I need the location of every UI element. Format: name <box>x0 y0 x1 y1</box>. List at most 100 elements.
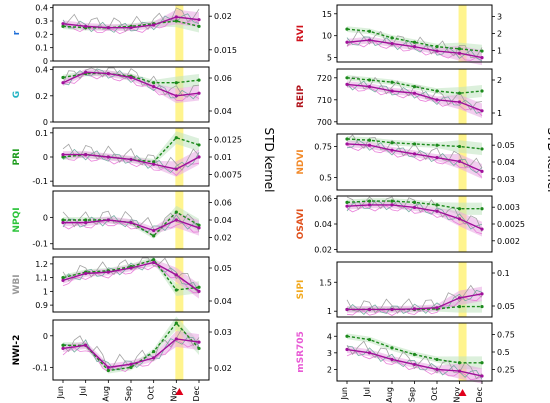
y2-tick-label: 0.04 <box>497 158 515 167</box>
data-point <box>84 24 88 28</box>
y2-tick-label: 1 <box>497 109 502 118</box>
x-tick-label: Sep <box>124 386 133 401</box>
data-point <box>435 306 439 310</box>
data-point <box>197 346 201 351</box>
data-point <box>152 260 156 265</box>
data-point <box>345 200 349 204</box>
data-point <box>174 94 178 98</box>
y-tick-label: -0.1 <box>32 177 48 186</box>
data-point <box>367 307 372 312</box>
data-point <box>457 361 462 365</box>
data-point <box>106 270 110 274</box>
y-axis-label: NWI-2 <box>12 335 22 366</box>
y-tick-label: 0.4 <box>35 4 48 13</box>
y-tick-label: 0 <box>43 332 48 341</box>
data-point <box>106 218 110 222</box>
data-point <box>412 85 417 89</box>
data-point <box>480 304 484 309</box>
y-axis-label: NPQI <box>12 207 22 232</box>
y-axis-label: WBI <box>12 274 22 294</box>
data-point <box>435 49 439 53</box>
panel-ndvi: 0.5 0.75 0.03 0.04 0.05 NDVI <box>296 133 515 191</box>
y2-tick-label: 0.0075 <box>214 170 242 179</box>
data-point <box>129 75 133 80</box>
y2-tick-label: 0.02 <box>214 233 232 242</box>
data-point <box>390 141 394 145</box>
data-point <box>435 156 439 160</box>
data-point <box>367 29 372 33</box>
data-point <box>61 276 65 280</box>
data-point <box>61 221 65 225</box>
data-point <box>390 41 394 46</box>
uncertainty-band <box>347 140 482 179</box>
y2-tick-label: 0.02 <box>214 12 232 21</box>
y-axis-label: mSR705 <box>296 331 306 373</box>
data-point <box>152 228 156 233</box>
y-tick-label: -0.1 <box>32 363 48 372</box>
data-point <box>457 91 462 95</box>
axes-frame <box>52 256 210 313</box>
data-point <box>435 143 439 147</box>
x-tick-label: Oct <box>430 387 439 401</box>
y-tick-label: 0.4 <box>35 66 48 75</box>
data-point <box>129 221 133 225</box>
data-point <box>84 70 88 74</box>
data-point <box>61 75 65 80</box>
y-tick-label: 1.2 <box>35 260 48 269</box>
data-point <box>480 227 484 231</box>
y-tick-label: 0.1 <box>35 129 48 138</box>
data-point <box>197 78 201 82</box>
y-tick-label: 0.3 <box>35 17 48 26</box>
y2-tick-label: 0.015 <box>214 46 237 55</box>
data-point <box>390 80 394 84</box>
data-point <box>390 199 394 203</box>
data-point <box>84 271 88 276</box>
y-tick-label: 0.5 <box>319 174 332 183</box>
data-point <box>480 49 484 53</box>
y2-tick-label: 2 <box>497 30 502 39</box>
data-point <box>435 98 439 102</box>
data-point <box>390 307 394 312</box>
y-axis-label: PRI <box>12 149 22 166</box>
data-point <box>345 334 349 338</box>
y-tick-label: 15 <box>322 10 332 19</box>
y2-tick-label: 0.04 <box>214 297 232 306</box>
y-tick-label: 0.2 <box>35 92 48 101</box>
y-tick-label: 4 <box>327 332 332 341</box>
data-point <box>174 136 178 140</box>
data-point <box>457 217 462 221</box>
data-point <box>345 40 349 44</box>
data-point <box>367 78 372 82</box>
panel-pri: -0.1 0 0.1 0.0075 0.01 0.0125 PRI <box>12 127 242 187</box>
individual-trace <box>62 148 200 174</box>
data-point <box>412 200 417 204</box>
data-point <box>435 45 439 49</box>
highlight-band <box>458 323 467 381</box>
panel-msr705: 2 3 4 0.25 0.5 0.75 mSR705 Jun Jul Aug Sep Oct Nov De… <box>296 322 515 403</box>
event-marker-triangle <box>175 388 184 395</box>
data-point <box>367 138 372 142</box>
panel-sipi: 1 1.5 0.05 0.1 SIPI <box>296 261 515 318</box>
y2-tick-label: 0.002 <box>497 237 520 246</box>
y2-tick-label: 0.05 <box>214 264 232 273</box>
individual-trace <box>62 143 200 171</box>
data-point <box>197 285 201 289</box>
panel-g: 0 0.2 0.4 0.04 0.06 G <box>12 66 232 127</box>
std-kernel-label: STD kernel <box>545 128 550 193</box>
individual-trace <box>62 67 200 98</box>
data-point <box>435 209 439 213</box>
y-axis-label: OSAVI <box>296 209 306 240</box>
data-point <box>480 207 484 211</box>
y-tick-label: 0 <box>43 153 48 162</box>
x-tick-label: Jul <box>79 386 88 397</box>
data-point <box>390 357 394 362</box>
data-point <box>457 207 462 211</box>
y2-tick-label: 0.04 <box>214 107 232 116</box>
x-tick-label: Jun <box>56 386 65 400</box>
data-point <box>412 152 417 156</box>
x-tick-label: Sep <box>408 387 417 402</box>
data-point <box>457 369 462 373</box>
data-point <box>129 26 133 30</box>
data-point <box>412 142 417 146</box>
y-axis-label: NDVI <box>296 149 306 174</box>
